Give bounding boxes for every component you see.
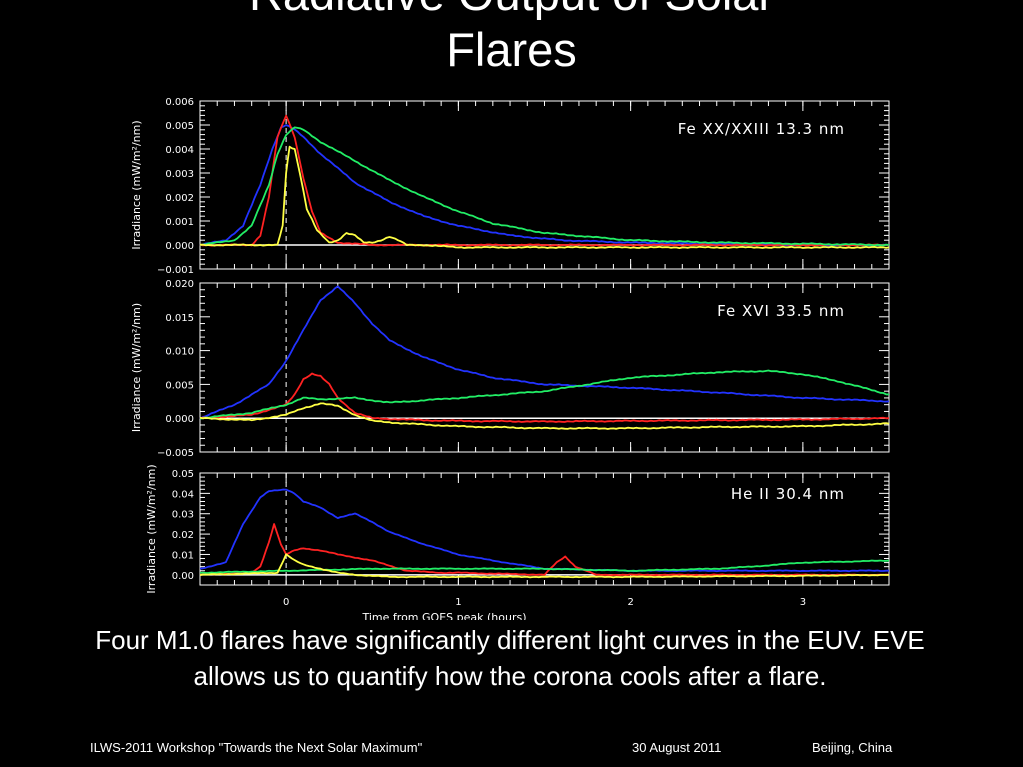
plot-annotation: Fe XX/XXIII 13.3 nm xyxy=(678,120,845,138)
y-tick-label: 0.000 xyxy=(165,241,194,252)
x-tick-label: 1 xyxy=(455,597,461,608)
footer-location: Beijing, China xyxy=(812,740,893,755)
series-line-2 xyxy=(199,559,890,574)
series-line-3 xyxy=(199,402,890,430)
y-tick-label: 0.001 xyxy=(165,217,194,228)
flare-light-curves-figure: −0.0010.0000.0010.0020.0030.0040.0050.00… xyxy=(130,97,890,620)
footer-date: 30 August 2011 xyxy=(632,740,722,755)
y-tick-label: 0.04 xyxy=(172,489,194,500)
y-tick-label: −0.005 xyxy=(157,448,194,459)
series-line-2 xyxy=(199,126,890,247)
y-tick-label: 0.005 xyxy=(165,380,194,391)
y-axis-label: Irradiance (mW/m²/nm) xyxy=(130,303,143,432)
y-tick-label: 0.02 xyxy=(172,530,194,541)
series-line-0 xyxy=(199,124,890,247)
y-tick-label: 0.05 xyxy=(172,469,194,480)
y-tick-label: 0.006 xyxy=(165,97,194,108)
plot-annotation: Fe XVI 33.5 nm xyxy=(717,302,845,320)
y-tick-label: 0.010 xyxy=(165,347,194,358)
y-tick-label: 0.03 xyxy=(172,510,194,521)
series-line-3 xyxy=(199,145,890,250)
y-tick-label: −0.001 xyxy=(157,265,194,276)
y-tick-label: 0.005 xyxy=(165,121,194,132)
series-line-0 xyxy=(199,285,890,420)
x-tick-label: 2 xyxy=(627,597,633,608)
y-tick-label: 0.020 xyxy=(165,279,194,290)
plot-annotation: He II 30.4 nm xyxy=(731,485,845,503)
series-line-1 xyxy=(199,114,890,247)
series-line-3 xyxy=(199,553,890,579)
y-tick-label: 0.004 xyxy=(165,145,194,156)
y-tick-label: 0.002 xyxy=(165,193,194,204)
caption: Four M1.0 flares have significantly diff… xyxy=(95,625,925,691)
series-line-2 xyxy=(199,369,890,420)
y-tick-label: 0.01 xyxy=(172,550,194,561)
footer-workshop: ILWS-2011 Workshop "Towards the Next Sol… xyxy=(90,740,423,755)
slide-title: Radiative Output of Solar Flares xyxy=(0,0,1023,78)
title-line-1: Radiative Output of Solar xyxy=(0,0,1023,22)
x-axis-label: Time from GOES peak (hours) xyxy=(362,611,527,620)
y-axis-label: Irradiance (mW/m²/nm) xyxy=(130,120,143,249)
title-line-2: Flares xyxy=(446,23,577,76)
x-tick-label: 0 xyxy=(283,597,289,608)
y-tick-label: 0.00 xyxy=(172,571,194,582)
y-tick-label: 0.015 xyxy=(165,313,194,324)
y-tick-label: 0.003 xyxy=(165,169,194,180)
series-line-1 xyxy=(199,372,890,423)
x-tick-label: 3 xyxy=(800,597,806,608)
y-tick-label: 0.000 xyxy=(165,414,194,425)
y-axis-label: Irradiance (mW/m²/nm) xyxy=(145,464,158,593)
series-line-1 xyxy=(199,523,890,577)
